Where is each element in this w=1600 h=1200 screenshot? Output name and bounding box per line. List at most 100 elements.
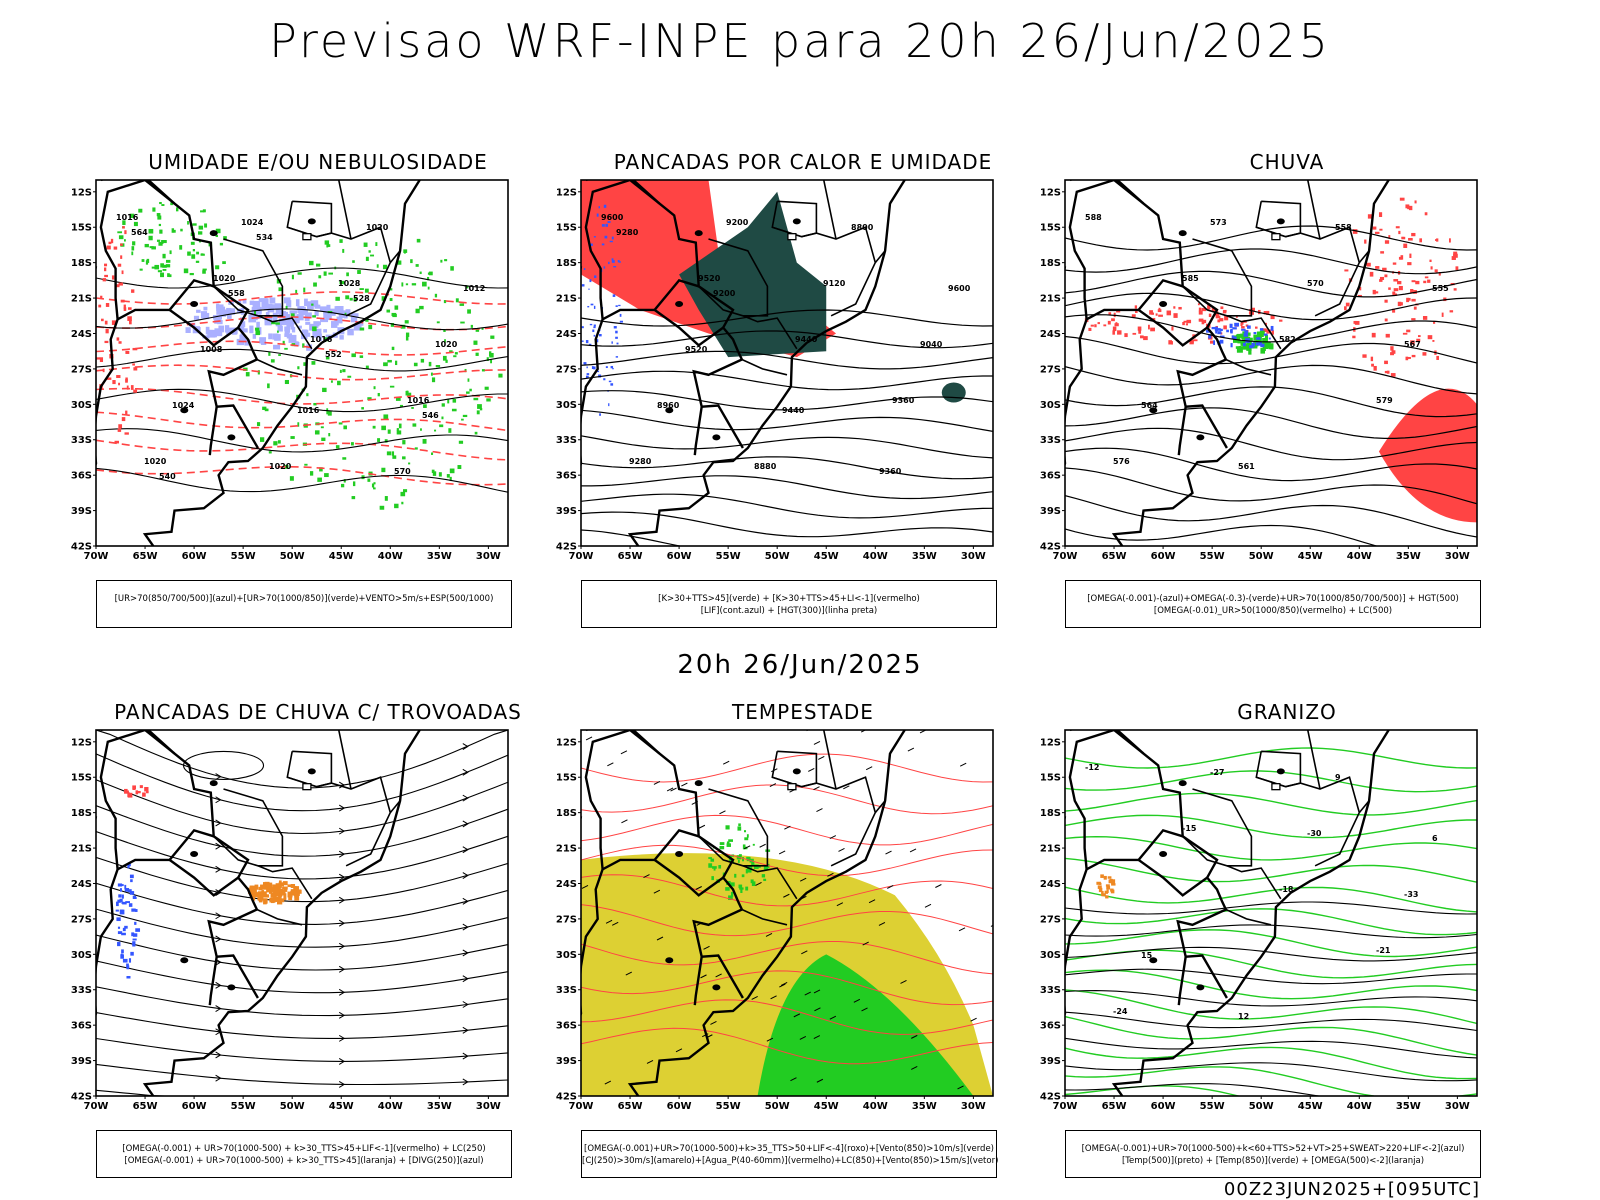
rain-dots <box>1183 320 1189 323</box>
rain-dots <box>1207 306 1211 310</box>
humidity-1000-area <box>297 422 300 427</box>
rain-dots <box>1375 291 1379 294</box>
humidity-1000-area <box>359 327 365 331</box>
contour-label: 6 <box>1432 834 1438 843</box>
lake-marker <box>665 957 674 964</box>
moisture-dots <box>99 357 104 363</box>
heavy-rain-area <box>1245 343 1251 348</box>
thunderstorm-area <box>296 889 301 893</box>
humidity-1000-area <box>171 228 175 233</box>
lc-850-contour <box>581 753 993 783</box>
lat-label: 36S <box>1040 1021 1061 1032</box>
omega-500-dots <box>1108 879 1113 884</box>
omega-area <box>1230 328 1233 334</box>
rain-dots <box>1149 310 1153 315</box>
country-border <box>208 406 218 456</box>
country-border <box>100 730 259 999</box>
humidity-1000-area <box>282 340 285 345</box>
humidity-1000-area <box>400 491 406 497</box>
divergence-dots <box>117 899 121 903</box>
state-border <box>874 250 886 264</box>
omega-area <box>1211 326 1217 330</box>
moisture-dots <box>131 289 135 293</box>
country-border <box>1068 180 1145 320</box>
humidity-850-area <box>252 333 257 339</box>
rain-dots <box>1455 266 1459 271</box>
humidity-850-area <box>259 337 267 344</box>
state-border <box>1182 238 1253 317</box>
lon-label: 45W <box>1298 551 1323 562</box>
moisture-dots <box>125 410 128 415</box>
wind-vector <box>959 762 967 767</box>
contour-label: 570 <box>394 467 411 476</box>
lif-contour-dots <box>581 284 585 287</box>
humidity-850-area <box>219 309 226 317</box>
panel-title: TEMPESTADE <box>732 700 874 724</box>
humidity-1000-area <box>404 320 409 324</box>
humidity-1000-area <box>484 386 489 390</box>
moisture-dots <box>126 385 129 390</box>
rain-dots <box>1155 313 1158 316</box>
humidity-1000-area <box>490 359 493 364</box>
humidity-1000-area <box>297 366 300 370</box>
humidity-1000-area <box>297 272 302 275</box>
contour-label: 8800 <box>851 223 874 232</box>
rain-dots <box>1390 373 1396 377</box>
wind-vector <box>816 1078 824 1083</box>
rain-dots <box>1406 329 1411 333</box>
rain-dots <box>1193 339 1198 342</box>
humidity-1000-area <box>400 324 406 329</box>
lif-contour-dots <box>593 236 596 238</box>
lat-label: 33S <box>1040 435 1061 446</box>
humidity-1000-area <box>454 352 458 355</box>
state-border <box>257 315 313 350</box>
legend-line: [LIF](cont.azul) + [HGT(300)](linha pret… <box>700 606 878 616</box>
lat-label: 24S <box>556 879 577 890</box>
state-border <box>1306 180 1321 240</box>
omega-area <box>1217 331 1222 335</box>
omega-500-dots <box>1105 895 1109 899</box>
humidity-1000-area <box>159 201 162 205</box>
humidity-850-area <box>217 319 223 325</box>
lat-label: 42S <box>556 1092 577 1103</box>
geopotential-contour <box>581 529 683 546</box>
rain-dots <box>1434 269 1438 273</box>
rain-dots <box>1369 271 1374 277</box>
contour-label: 1016 <box>116 213 139 222</box>
humidity-1000-area <box>317 477 322 482</box>
rain-dots <box>1088 327 1092 331</box>
humidity-1000-area <box>382 264 388 270</box>
humidity-1000-area <box>289 476 294 481</box>
lake-marker <box>180 407 189 414</box>
lat-label: 42S <box>71 1092 92 1103</box>
humidity-1000-area <box>327 410 332 416</box>
humidity-1000-area <box>151 246 156 250</box>
rain-dots <box>1392 293 1397 296</box>
streamline-arrow <box>338 919 346 927</box>
contour-label: 576 <box>1113 457 1130 466</box>
humidity-1000-area <box>381 467 386 473</box>
humidity-1000-area <box>467 309 471 314</box>
legend-line: [OMEGA(-0.001) + UR>70(1000-500) + k>30_… <box>122 1144 486 1154</box>
wind-vector <box>604 1080 612 1085</box>
humidity-1000-area <box>381 296 386 301</box>
temp-850-contour <box>1065 908 1477 936</box>
divergence-dots <box>129 874 134 879</box>
humidity-1000-area <box>466 391 470 394</box>
divergence-dots <box>119 898 123 902</box>
lif-contour-dots <box>593 366 596 370</box>
panel-umidade: UMIDADE E/OU NEBULOSIDADE 1016 1020 1016 10… <box>68 150 568 640</box>
wind-850-dots <box>728 858 733 863</box>
thunderstorm-dots <box>132 785 136 790</box>
lon-label: 30W <box>476 1101 501 1112</box>
rain-dots <box>1384 360 1388 365</box>
thunderstorm-area <box>278 880 282 884</box>
lif-contour-dots <box>611 341 613 344</box>
lat-label: 15S <box>1040 223 1061 234</box>
humidity-1000-area <box>149 246 154 249</box>
height-contour <box>1065 495 1477 538</box>
humidity-1000-area <box>165 264 171 268</box>
humidity-850-area <box>193 315 200 320</box>
humidity-1000-area <box>434 429 437 432</box>
heavy-rain-area <box>1262 337 1268 345</box>
